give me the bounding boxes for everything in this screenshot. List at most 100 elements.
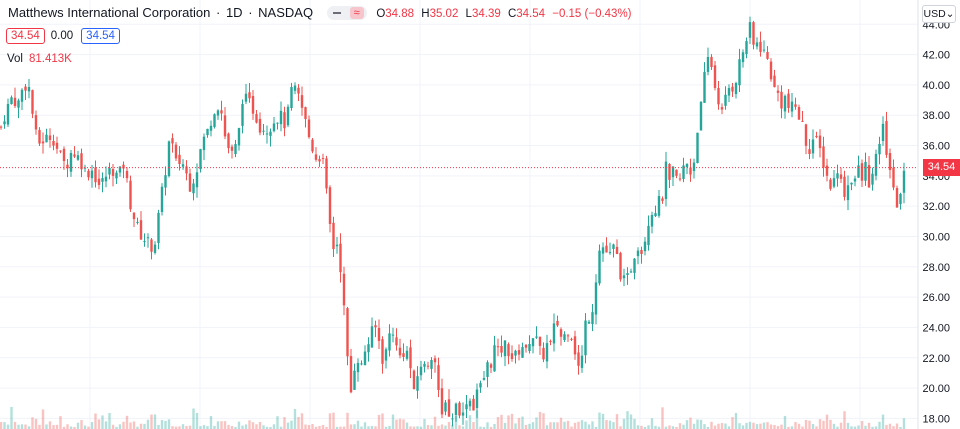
candle-body — [528, 343, 531, 351]
volume-bar — [773, 424, 776, 429]
volume-bar — [395, 419, 398, 429]
volume-bar — [349, 424, 353, 429]
volume-bar — [6, 424, 10, 429]
symbol-title[interactable]: Matthews International Corporation — [8, 5, 211, 20]
volume-bar — [0, 422, 3, 429]
candle-body — [839, 174, 843, 179]
spread-value: 0.00 — [50, 30, 74, 42]
candle-body — [286, 106, 290, 126]
buy-button[interactable]: 34.54 — [81, 28, 120, 44]
volume-bar — [279, 426, 283, 429]
volume-bar — [416, 426, 419, 429]
volume-bar — [237, 421, 241, 429]
candle-body — [475, 389, 479, 408]
candle-body — [818, 135, 822, 149]
title-separator: · — [248, 5, 253, 20]
candle-body — [874, 153, 878, 176]
volume-bar — [797, 423, 801, 429]
candle-body — [164, 175, 167, 188]
candle-body — [3, 121, 6, 125]
candle-body — [31, 90, 34, 114]
volume-bar — [710, 421, 713, 429]
volume-bar — [766, 422, 769, 429]
volume-bar — [27, 426, 31, 429]
volume-bar — [139, 423, 143, 429]
volume-bar — [486, 422, 489, 429]
volume-bar — [241, 425, 244, 429]
volume-bar — [447, 422, 451, 429]
volume-bar — [430, 425, 433, 429]
volume-bar — [836, 426, 839, 429]
candle-body — [825, 165, 829, 176]
candle-body — [167, 141, 171, 177]
candle-body — [650, 214, 654, 227]
y-tick-label: 40.00 — [922, 80, 950, 92]
candle-body — [395, 337, 398, 346]
candle-body — [248, 92, 251, 99]
volume-bar — [734, 413, 738, 429]
candle-body — [24, 86, 27, 91]
volume-bar — [692, 423, 696, 429]
candle-body — [493, 345, 496, 372]
volume-bar — [573, 422, 577, 429]
volume-bar — [832, 423, 836, 429]
candle-body — [734, 82, 738, 95]
volume-bar — [311, 424, 314, 429]
volume-bar — [755, 424, 759, 429]
y-tick-label: 30.00 — [922, 231, 950, 243]
volume-bar — [346, 412, 349, 429]
candle-body — [514, 350, 517, 356]
candle-body — [521, 347, 524, 358]
volume-bar — [671, 426, 675, 429]
candle-body — [482, 378, 486, 380]
candle-body — [269, 131, 272, 136]
volume-bar — [857, 425, 860, 429]
volume-bar — [657, 426, 661, 429]
candle-body — [381, 339, 384, 364]
candle-body — [780, 91, 783, 109]
candle-body — [122, 164, 125, 169]
volume-bar — [517, 417, 521, 429]
candle-body — [206, 128, 209, 136]
volume-bar — [783, 415, 787, 429]
volume-bar — [598, 412, 601, 429]
volume-label: Vol — [7, 53, 23, 65]
candle-body — [510, 353, 514, 360]
candle-body — [335, 244, 339, 247]
currency-select[interactable]: USD⌄ — [922, 5, 956, 23]
candle-body — [440, 388, 444, 415]
volume-bar — [531, 422, 535, 429]
candle-body — [524, 344, 528, 348]
volume-bar — [685, 420, 689, 429]
volume-bar — [195, 412, 199, 429]
volume-bar — [591, 421, 594, 429]
volume-bar — [493, 423, 496, 429]
volume-bar — [587, 424, 591, 429]
price-axis[interactable]: 18.00 20.00 22.00 24.00 26.00 28.00 30.00 32.00… — [922, 19, 950, 425]
sell-button[interactable]: 34.54 — [6, 28, 45, 44]
candle-body — [664, 161, 668, 200]
title-separator: · — [215, 5, 221, 20]
candle-body — [857, 165, 860, 178]
indicator-toggle-pill[interactable]: ≈ — [326, 5, 367, 20]
volume-bar — [335, 426, 339, 429]
interval-label[interactable]: 1D — [225, 5, 243, 20]
candle-body — [419, 366, 423, 376]
volume-bar — [521, 416, 524, 429]
candle-body — [689, 167, 692, 175]
volume-bar — [209, 416, 213, 429]
volume-bar — [556, 422, 559, 429]
volume-bar — [17, 424, 20, 429]
candle-body — [307, 119, 311, 138]
candle-body — [216, 110, 220, 116]
candle-body — [489, 364, 493, 368]
candle-body — [500, 345, 503, 353]
volume-bar — [731, 417, 734, 429]
candle-body — [251, 96, 255, 114]
volume-bar — [199, 426, 202, 429]
high-label: H — [421, 8, 430, 20]
candle-body — [171, 138, 174, 144]
volume-bar — [489, 426, 493, 429]
volume-bar — [160, 420, 164, 429]
